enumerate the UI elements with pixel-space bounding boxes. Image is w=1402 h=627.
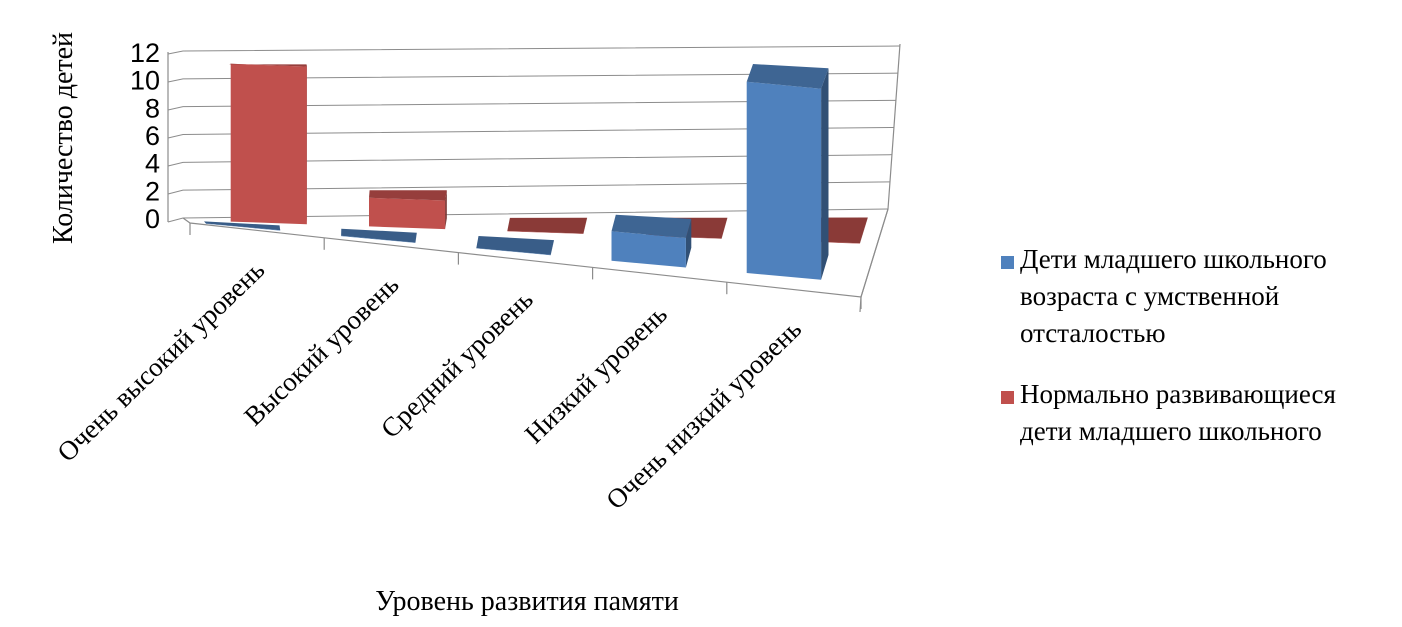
legend-label: возраста с умственной [1020, 281, 1279, 311]
legend-item: Нормально развивающиеся дети младшего шко… [1001, 379, 1336, 446]
legend-label: дети младшего школьного [1020, 416, 1322, 446]
bar-side [821, 68, 828, 279]
bar [369, 190, 447, 229]
legend-label: Дети младшего школьного [1020, 244, 1327, 274]
y-axis-title: Количество детей [48, 32, 79, 244]
x-category-label: Очень высокий уровень [51, 255, 270, 468]
y-tick-label: 2 [145, 176, 160, 206]
bar-top [476, 236, 554, 255]
bar [476, 236, 554, 255]
bar-front [231, 64, 307, 225]
legend-label: Нормально развивающиеся [1020, 379, 1336, 409]
bars [204, 64, 868, 280]
legend-label: отсталостью [1020, 318, 1166, 348]
right-wall-edge [860, 44, 900, 312]
legend-item: Дети младшего школьного возраста с умстве… [1001, 244, 1327, 348]
bar [229, 64, 306, 225]
x-axis-title: Уровень развития памяти [375, 586, 679, 617]
y-tick-label: 6 [145, 121, 160, 151]
y-tick-label: 12 [130, 38, 160, 68]
bar-front [747, 82, 821, 280]
x-category-label: Низкий уровень [519, 299, 673, 449]
y-tick-label: 4 [145, 149, 160, 179]
legend-swatch [1001, 391, 1014, 404]
x-category-label: Средний уровень [375, 284, 539, 444]
bar [612, 215, 692, 268]
legend-swatch [1001, 256, 1014, 269]
gridline [168, 46, 900, 54]
bar-top [507, 218, 587, 234]
x-category-label: Высокий уровень [238, 269, 404, 431]
bar [507, 218, 587, 234]
y-tick-label: 8 [145, 93, 160, 123]
legend: Дети младшего школьного возраста с умстве… [1001, 244, 1336, 446]
bar-front [369, 198, 445, 229]
y-tick-label: 0 [145, 204, 160, 234]
bar [747, 64, 829, 280]
y-tick-label: 10 [130, 66, 160, 96]
